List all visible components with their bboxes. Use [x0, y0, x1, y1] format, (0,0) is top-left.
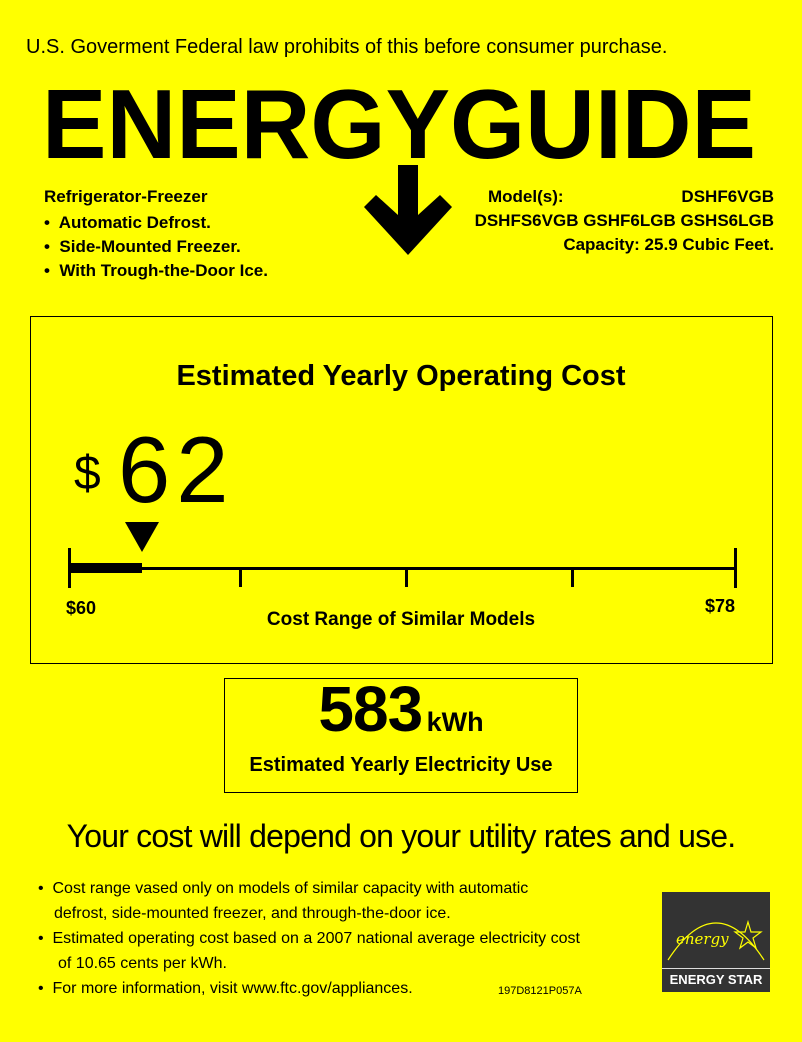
scale-fill — [68, 563, 143, 573]
range-caption: Cost Range of Similar Models — [266, 609, 536, 630]
cost-value: 62 — [118, 417, 235, 522]
appliance-type: Refrigerator-Freezer — [44, 187, 208, 206]
scale-tick — [68, 548, 71, 588]
arrow-down-icon — [364, 165, 452, 255]
model-others: DSHFS6VGB GSHF6LGB GSHS6LGB — [474, 211, 774, 230]
note-item-cont: of 10.65 cents per kWh. — [58, 955, 227, 972]
model-primary: DSHF6VGB — [681, 187, 774, 206]
energy-star-label: ENERGY STAR — [669, 972, 763, 987]
legal-notice: U.S. Goverment Federal law prohibits of … — [26, 36, 668, 58]
disclaimer: Your cost will depend on your utility ra… — [66, 818, 737, 854]
scale-tick — [734, 548, 737, 588]
energy-star-logo: energy ENERGY STAR — [662, 892, 770, 992]
electricity-caption: Estimated Yearly Electricity Use — [249, 754, 553, 776]
models-label: Model(s): — [488, 187, 564, 206]
range-max-label: $78 — [705, 596, 736, 616]
scale-tick — [405, 569, 408, 587]
feature-item: • Automatic Defrost. — [44, 213, 211, 232]
note-item: • Cost range vased only on models of sim… — [38, 880, 529, 897]
energy-star-icon: energy — [667, 919, 765, 961]
scale-line — [68, 567, 737, 570]
note-item-cont: defrost, side-mounted freezer, and throu… — [54, 905, 451, 922]
operating-cost-box — [30, 316, 773, 664]
electricity-usage: 583 kWh — [224, 672, 578, 746]
electricity-box — [224, 678, 578, 793]
cost-currency: $ — [74, 447, 101, 500]
cost-title: Estimated Yearly Operating Cost — [176, 360, 626, 392]
kwh-value: 583 — [318, 673, 423, 745]
note-item: • For more information, visit www.ftc.go… — [38, 980, 413, 997]
cost-pointer-icon — [125, 522, 160, 552]
note-item: • Estimated operating cost based on a 20… — [38, 930, 580, 947]
energyguide-logo: ENERGYGUIDE — [42, 70, 756, 255]
range-min-label: $60 — [66, 598, 97, 618]
kwh-unit: kWh — [426, 707, 484, 737]
feature-item: • Side-Mounted Freezer. — [44, 237, 241, 256]
cost-range-scale — [68, 522, 737, 588]
capacity: Capacity: 25.9 Cubic Feet. — [563, 235, 774, 254]
feature-list: • Automatic Defrost. • Side-Mounted Free… — [44, 211, 268, 283]
feature-item: • With Trough-the-Door Ice. — [44, 261, 268, 280]
scale-tick — [571, 569, 574, 587]
svg-text:energy: energy — [676, 930, 729, 948]
label-code: 197D8121P057A — [498, 985, 582, 997]
scale-tick — [239, 569, 242, 587]
logo-text: ENERGYGUIDE — [42, 70, 756, 179]
